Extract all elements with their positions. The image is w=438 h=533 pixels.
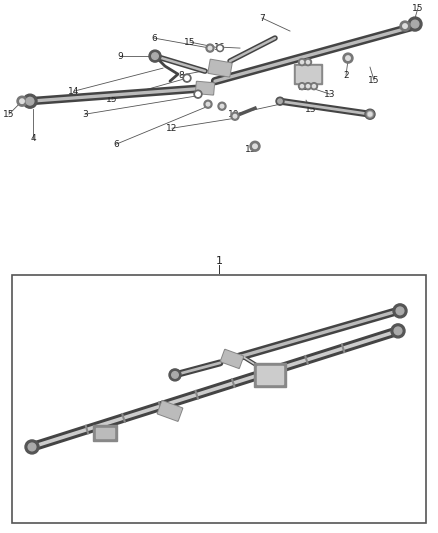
Circle shape bbox=[343, 53, 353, 63]
Bar bbox=[294, 64, 322, 84]
Circle shape bbox=[169, 369, 181, 381]
Bar bbox=[96, 428, 114, 438]
Circle shape bbox=[367, 111, 373, 117]
Bar bbox=[208, 59, 232, 77]
Text: 13: 13 bbox=[305, 104, 317, 114]
Text: 10: 10 bbox=[228, 110, 240, 119]
Circle shape bbox=[172, 372, 178, 378]
Text: 9: 9 bbox=[117, 52, 123, 61]
Bar bbox=[157, 401, 183, 421]
Text: 3: 3 bbox=[82, 110, 88, 119]
Circle shape bbox=[278, 99, 282, 103]
Bar bbox=[296, 66, 320, 82]
Circle shape bbox=[400, 21, 410, 31]
Circle shape bbox=[152, 53, 158, 59]
Circle shape bbox=[216, 45, 223, 52]
Circle shape bbox=[194, 90, 202, 98]
Circle shape bbox=[206, 102, 210, 106]
Circle shape bbox=[20, 99, 24, 103]
Circle shape bbox=[346, 56, 350, 60]
Circle shape bbox=[196, 92, 200, 96]
Circle shape bbox=[307, 61, 310, 64]
Text: 15: 15 bbox=[106, 95, 118, 104]
Circle shape bbox=[300, 85, 304, 88]
Circle shape bbox=[411, 20, 419, 28]
Text: 4: 4 bbox=[30, 134, 36, 143]
Bar bbox=[254, 363, 286, 387]
Text: 8: 8 bbox=[178, 71, 184, 79]
Circle shape bbox=[365, 109, 375, 119]
Text: 13: 13 bbox=[245, 145, 257, 154]
Bar bbox=[159, 402, 181, 420]
Text: 6: 6 bbox=[113, 140, 119, 149]
Circle shape bbox=[307, 85, 310, 88]
Bar bbox=[12, 275, 426, 523]
Circle shape bbox=[408, 17, 422, 31]
Circle shape bbox=[299, 83, 305, 90]
Circle shape bbox=[218, 46, 222, 50]
Bar bbox=[257, 366, 283, 384]
Circle shape bbox=[23, 94, 37, 108]
Circle shape bbox=[233, 115, 237, 118]
Circle shape bbox=[299, 59, 305, 66]
Bar bbox=[197, 83, 213, 94]
Circle shape bbox=[304, 59, 311, 66]
Text: 14: 14 bbox=[68, 87, 80, 95]
Text: 13: 13 bbox=[324, 90, 336, 99]
Circle shape bbox=[204, 100, 212, 108]
Text: 12: 12 bbox=[166, 124, 178, 133]
Circle shape bbox=[25, 440, 39, 454]
Text: 15: 15 bbox=[368, 76, 380, 85]
Circle shape bbox=[311, 83, 318, 90]
Circle shape bbox=[276, 97, 284, 105]
Bar bbox=[195, 82, 215, 95]
Text: 2: 2 bbox=[343, 71, 349, 79]
Circle shape bbox=[366, 110, 374, 118]
Circle shape bbox=[393, 304, 407, 318]
Circle shape bbox=[312, 85, 315, 88]
Text: 15: 15 bbox=[184, 38, 196, 46]
Text: 6: 6 bbox=[151, 34, 157, 43]
Text: 7: 7 bbox=[259, 13, 265, 22]
Text: 15: 15 bbox=[3, 110, 15, 119]
Text: 15: 15 bbox=[412, 4, 424, 12]
Circle shape bbox=[394, 327, 402, 335]
Circle shape bbox=[396, 307, 404, 314]
Circle shape bbox=[17, 96, 27, 106]
Circle shape bbox=[185, 76, 189, 80]
Circle shape bbox=[149, 50, 161, 62]
Bar bbox=[93, 425, 117, 441]
Circle shape bbox=[300, 61, 304, 64]
Bar bbox=[220, 349, 244, 368]
Circle shape bbox=[231, 112, 239, 120]
Text: 1: 1 bbox=[215, 256, 223, 266]
Circle shape bbox=[206, 44, 214, 52]
Circle shape bbox=[220, 104, 224, 108]
Circle shape bbox=[403, 24, 407, 28]
Circle shape bbox=[208, 46, 212, 50]
Circle shape bbox=[250, 141, 260, 151]
Circle shape bbox=[368, 112, 372, 116]
Circle shape bbox=[183, 74, 191, 82]
Circle shape bbox=[304, 83, 311, 90]
Text: 16: 16 bbox=[214, 43, 226, 52]
Circle shape bbox=[391, 324, 405, 338]
Circle shape bbox=[28, 443, 36, 451]
Bar bbox=[222, 351, 242, 367]
Bar bbox=[209, 60, 231, 76]
Circle shape bbox=[26, 98, 34, 105]
Circle shape bbox=[253, 144, 257, 149]
Circle shape bbox=[218, 102, 226, 110]
Text: 11: 11 bbox=[298, 83, 310, 92]
